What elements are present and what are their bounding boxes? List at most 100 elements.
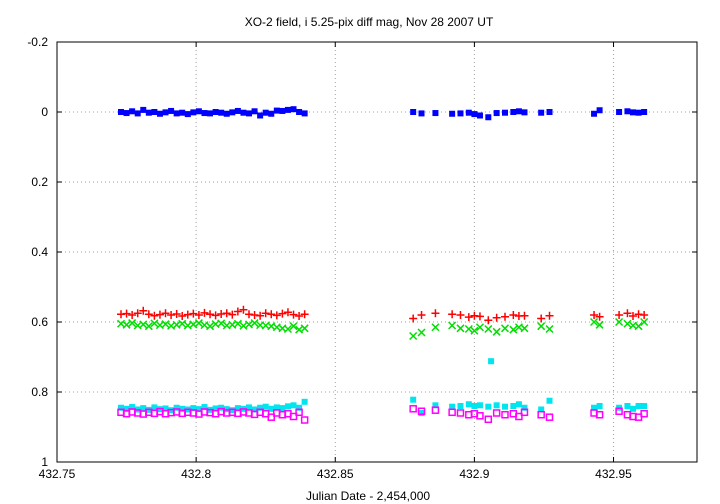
- data-point: [155, 310, 164, 319]
- data-point: [156, 110, 163, 117]
- series-2: [116, 317, 649, 341]
- data-point: [179, 109, 186, 116]
- data-point: [296, 404, 303, 411]
- data-point: [615, 407, 623, 415]
- data-point: [279, 405, 286, 412]
- data-point: [465, 109, 472, 116]
- data-point: [476, 112, 483, 119]
- axis-ticks: [56, 41, 697, 463]
- data-point: [190, 109, 197, 116]
- data-point: [448, 408, 456, 417]
- data-point: [464, 324, 473, 334]
- data-point: [128, 311, 137, 319]
- data-point: [140, 106, 147, 113]
- data-point: [475, 312, 484, 321]
- data-point: [229, 109, 236, 116]
- data-point: [300, 416, 309, 424]
- data-point: [476, 402, 483, 409]
- axis-tick-labels: 432.75 432.8 432.85 432.9 432.95 -0.2 0 0.2 0.4 0…: [27, 35, 632, 481]
- data-point: [206, 310, 215, 319]
- data-point: [431, 406, 440, 414]
- data-point: [520, 408, 529, 417]
- data-point: [184, 111, 191, 118]
- data-point: [273, 404, 280, 411]
- data-point: [228, 310, 237, 319]
- y-tick-label: -0.2: [27, 35, 48, 49]
- data-point: [194, 311, 203, 319]
- data-point: [623, 309, 632, 318]
- series-0: [118, 106, 648, 121]
- data-point: [538, 406, 545, 413]
- data-point: [630, 405, 636, 412]
- data-point: [123, 405, 130, 412]
- data-point: [410, 109, 417, 115]
- data-point: [640, 409, 648, 418]
- data-point: [240, 109, 247, 116]
- data-point: [150, 311, 159, 320]
- y-tick-label: 0: [41, 105, 48, 119]
- data-point: [623, 319, 632, 328]
- x-axis-label: Julian Date - 2,454,000: [306, 489, 430, 503]
- data-point: [251, 108, 258, 115]
- data-point: [431, 323, 440, 332]
- data-point: [500, 324, 510, 333]
- y-tick-label: 0.2: [31, 175, 48, 189]
- data-point: [162, 109, 169, 116]
- data-point: [284, 106, 291, 113]
- data-point: [616, 109, 623, 115]
- data-point: [591, 110, 598, 117]
- data-point: [257, 404, 264, 411]
- data-point: [222, 309, 231, 318]
- data-point: [246, 404, 252, 411]
- data-point: [596, 403, 603, 409]
- data-point: [471, 403, 478, 409]
- data-point: [272, 311, 281, 320]
- data-point: [283, 308, 292, 317]
- data-point: [223, 406, 230, 413]
- data-point: [161, 309, 170, 318]
- data-point: [234, 107, 241, 114]
- data-point: [640, 317, 649, 327]
- data-point: [162, 405, 169, 412]
- data-point: [118, 404, 124, 411]
- data-point: [635, 403, 642, 409]
- data-point: [234, 405, 241, 412]
- data-point: [457, 110, 464, 117]
- data-point: [173, 404, 180, 411]
- data-point: [296, 109, 303, 115]
- data-point: [418, 410, 425, 416]
- data-point: [448, 321, 457, 330]
- y-tick-label: 0.6: [31, 315, 48, 329]
- data-point: [295, 312, 304, 321]
- data-point: [290, 402, 297, 409]
- data-point: [128, 319, 137, 328]
- data-point: [145, 109, 152, 116]
- x-tick-label: 432.85: [317, 467, 354, 481]
- data-point: [189, 309, 198, 318]
- data-point: [190, 405, 197, 412]
- data-point: [410, 396, 417, 403]
- data-point: [201, 110, 208, 117]
- x-tick-label: 432.95: [595, 467, 632, 481]
- data-point: [178, 319, 187, 328]
- data-point: [457, 403, 464, 409]
- data-point: [493, 110, 500, 117]
- data-points: [116, 106, 649, 424]
- data-point: [217, 319, 226, 328]
- data-point: [151, 404, 158, 411]
- data-point: [168, 107, 175, 114]
- data-point: [515, 108, 522, 115]
- data-point: [484, 316, 493, 325]
- data-point: [301, 398, 308, 405]
- x-tick-label: 432.9: [459, 467, 489, 481]
- data-point: [133, 309, 142, 318]
- data-point: [123, 110, 130, 117]
- data-point: [139, 320, 148, 329]
- data-point: [449, 403, 456, 410]
- data-point: [417, 311, 426, 319]
- data-point: [178, 312, 187, 321]
- y-tick-label: 0.4: [31, 245, 48, 259]
- data-point: [268, 405, 275, 412]
- data-point: [471, 111, 478, 118]
